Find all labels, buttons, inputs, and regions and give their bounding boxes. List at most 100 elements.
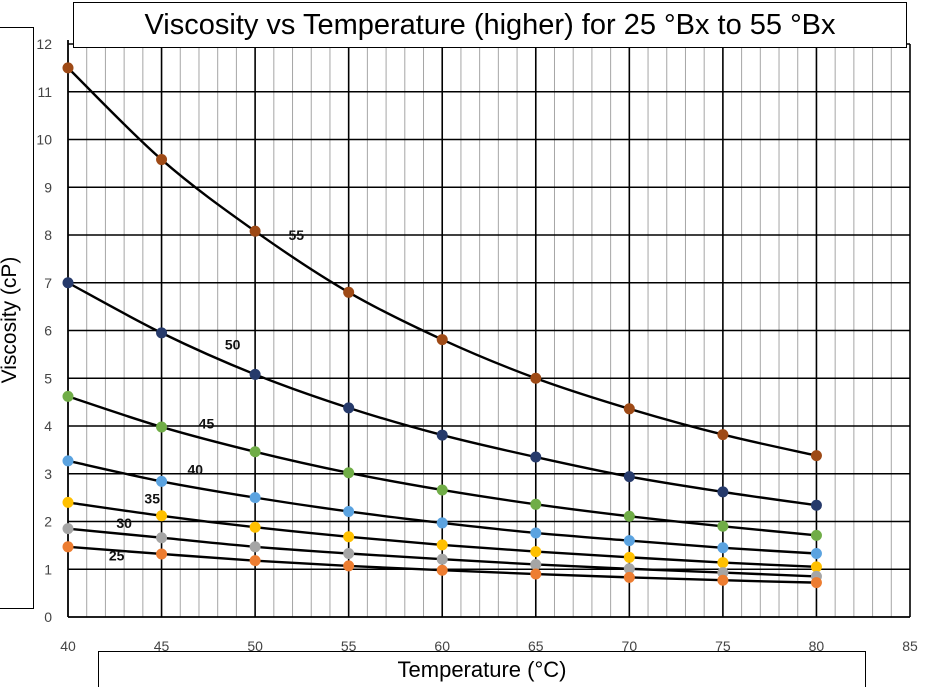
curve-label-45: 45	[199, 415, 215, 431]
curve-label-25: 25	[109, 548, 125, 564]
data-point-50	[810, 499, 822, 511]
data-point-25	[623, 571, 635, 583]
data-point-45	[62, 390, 74, 402]
y-tick-label: 7	[44, 275, 52, 291]
data-point-55	[249, 225, 261, 237]
curve-label-50: 50	[225, 337, 241, 353]
data-point-30	[530, 558, 542, 570]
y-tick-label: 2	[44, 514, 52, 530]
y-tick-label: 8	[44, 227, 52, 243]
data-point-55	[62, 62, 74, 74]
data-point-55	[343, 286, 355, 298]
x-tick-label: 50	[247, 638, 263, 654]
data-point-40	[343, 505, 355, 517]
data-point-45	[717, 520, 729, 532]
y-tick-label: 4	[44, 418, 52, 434]
x-axis-label: Temperature (°C)	[98, 651, 866, 687]
data-point-45	[810, 529, 822, 541]
data-point-35	[717, 557, 729, 569]
data-point-35	[343, 531, 355, 543]
data-point-55	[436, 334, 448, 346]
data-point-30	[717, 567, 729, 579]
data-point-25	[436, 564, 448, 576]
y-axis-label: Viscosity (cP)	[0, 256, 21, 384]
data-point-25	[156, 548, 168, 560]
y-tick-label: 3	[44, 466, 52, 482]
data-point-40	[62, 455, 74, 467]
data-point-45	[343, 467, 355, 479]
x-tick-label: 80	[809, 638, 825, 654]
data-point-25	[343, 560, 355, 572]
x-tick-label: 85	[902, 638, 918, 654]
data-point-50	[623, 471, 635, 483]
y-tick-label: 5	[44, 370, 52, 386]
x-tick-label: 40	[60, 638, 76, 654]
data-point-40	[717, 542, 729, 554]
data-point-50	[717, 486, 729, 498]
data-point-50	[530, 451, 542, 463]
curve-label-35: 35	[144, 490, 160, 506]
data-point-35	[249, 521, 261, 533]
data-point-35	[436, 539, 448, 551]
curve-label-40: 40	[187, 462, 203, 478]
chart-title: Viscosity vs Temperature (higher) for 25…	[73, 2, 907, 48]
data-point-45	[249, 446, 261, 458]
data-point-50	[249, 368, 261, 380]
data-point-50	[62, 277, 74, 289]
data-point-30	[343, 547, 355, 559]
curve-labels: 55 50 45 40 35 30 25	[109, 227, 304, 564]
x-tick-label: 55	[341, 638, 357, 654]
x-tick-label: 45	[154, 638, 170, 654]
y-tick-label: 6	[44, 323, 52, 339]
data-point-35	[530, 546, 542, 558]
x-tick-label: 65	[528, 638, 544, 654]
data-point-40	[623, 535, 635, 547]
x-tick-label: 75	[715, 638, 731, 654]
data-point-30	[62, 523, 74, 535]
data-point-55	[156, 154, 168, 166]
data-point-55	[530, 372, 542, 384]
left-frame-bracket	[0, 27, 34, 609]
data-point-45	[623, 510, 635, 522]
data-point-30	[156, 532, 168, 544]
data-point-30	[249, 541, 261, 553]
data-point-55	[810, 450, 822, 462]
data-point-25	[62, 541, 74, 553]
data-point-40	[810, 547, 822, 559]
data-point-25	[530, 568, 542, 580]
chart-axes	[67, 40, 910, 618]
y-tick-label: 11	[37, 84, 52, 100]
data-point-50	[156, 327, 168, 339]
curve-label-55: 55	[288, 227, 304, 243]
data-point-40	[156, 475, 168, 487]
series-line-55	[67, 67, 817, 457]
data-point-50	[436, 429, 448, 441]
y-tick-label: 9	[44, 179, 52, 195]
y-tick-label: 0	[44, 609, 52, 625]
data-point-40	[530, 527, 542, 539]
x-tick-label: 60	[434, 638, 450, 654]
y-tick-label: 12	[36, 36, 52, 52]
data-point-45	[436, 484, 448, 496]
y-tick-label: 10	[36, 132, 52, 148]
data-point-30	[623, 563, 635, 575]
data-point-45	[156, 421, 168, 433]
data-point-25	[249, 555, 261, 567]
data-point-35	[810, 561, 822, 573]
data-point-35	[156, 510, 168, 522]
data-point-50	[343, 402, 355, 414]
data-point-55	[623, 403, 635, 415]
curve-label-30: 30	[116, 515, 132, 531]
data-point-55	[717, 429, 729, 441]
data-point-25	[810, 577, 822, 589]
data-point-35	[623, 551, 635, 563]
x-tick-label: 70	[622, 638, 638, 654]
y-tick-label: 1	[44, 561, 52, 577]
data-point-40	[249, 492, 261, 504]
data-point-45	[530, 498, 542, 510]
data-point-30	[436, 553, 448, 565]
data-point-25	[717, 574, 729, 586]
series-points	[62, 62, 822, 589]
